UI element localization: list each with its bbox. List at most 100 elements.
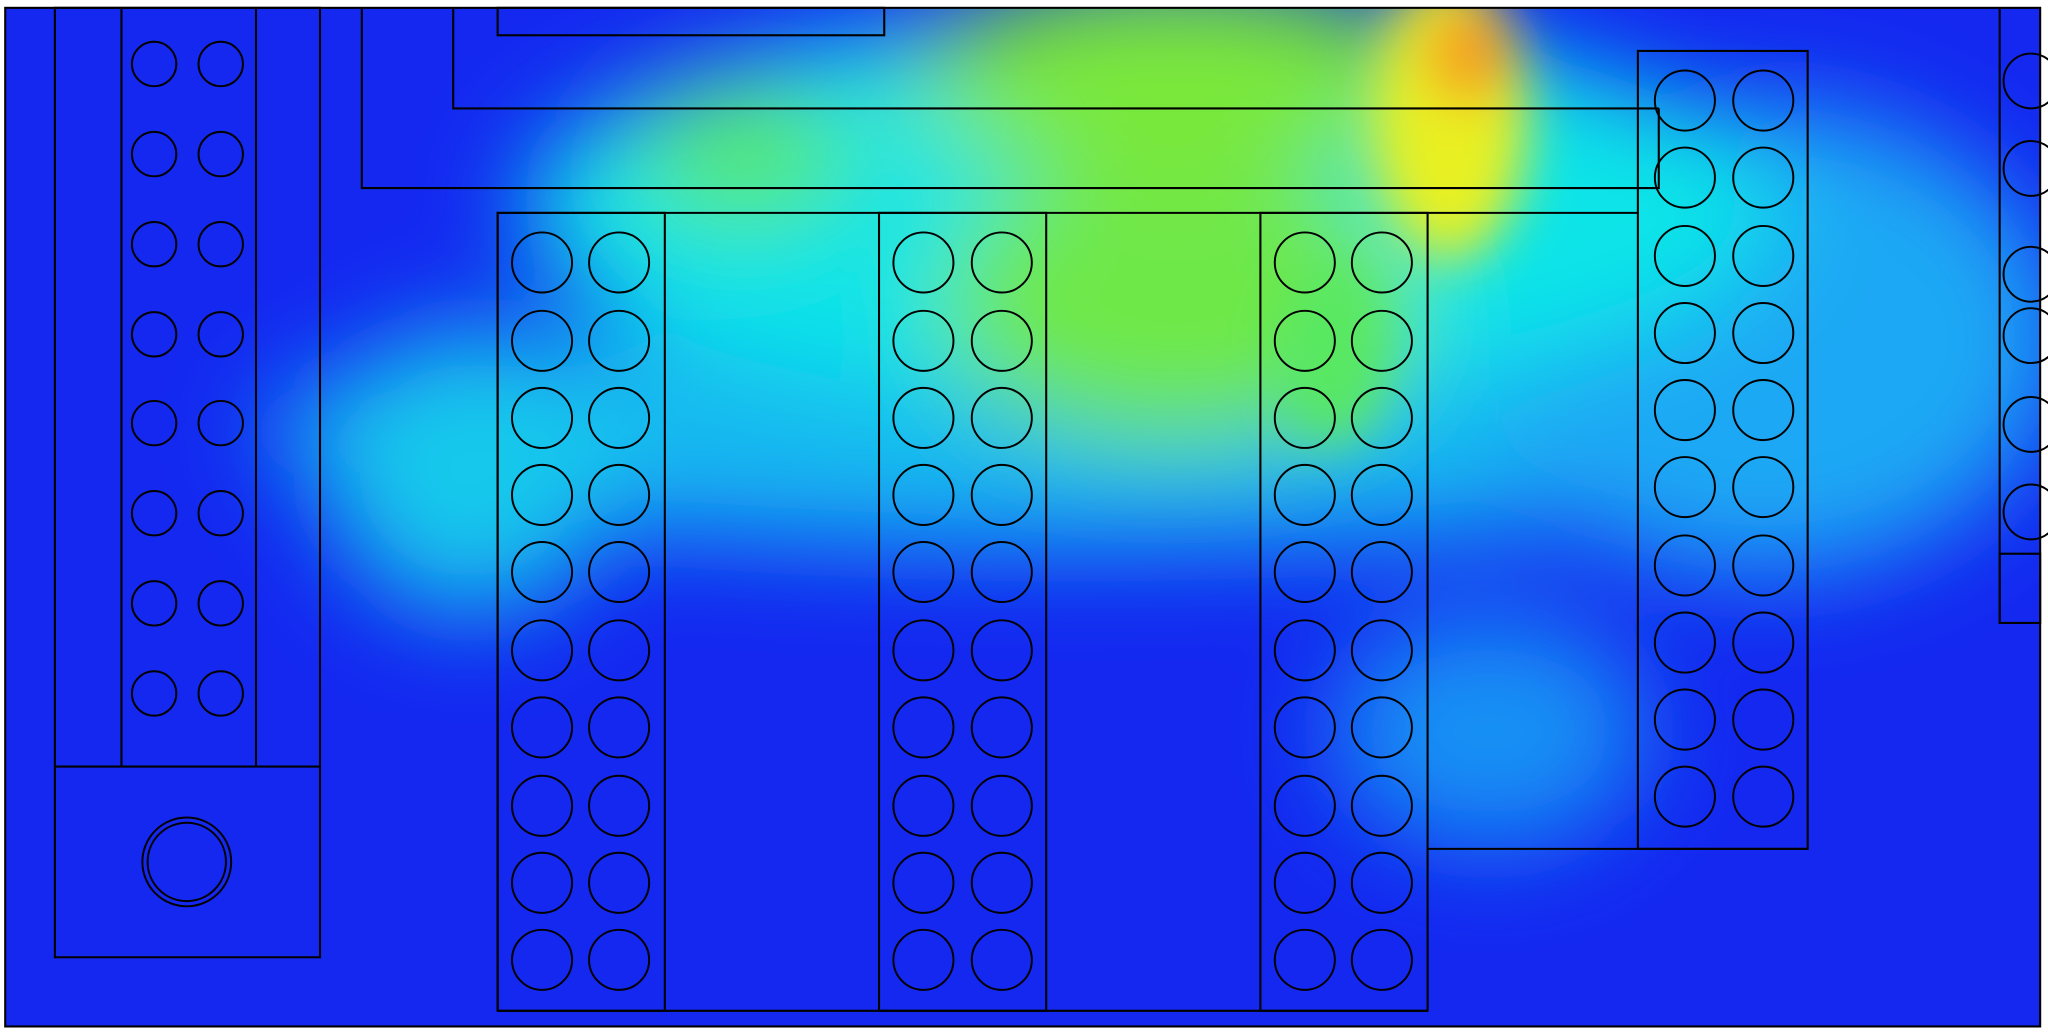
rack <box>496 211 666 1012</box>
fan <box>1350 619 1413 682</box>
fan <box>130 311 178 358</box>
fan <box>1732 146 1795 209</box>
fan <box>197 40 244 88</box>
fan <box>1273 309 1336 372</box>
fan <box>588 309 651 372</box>
fan <box>197 221 244 268</box>
fan <box>1273 851 1336 914</box>
fan <box>2002 396 2048 453</box>
fan <box>130 490 178 537</box>
fan <box>970 231 1033 294</box>
fan <box>588 540 651 604</box>
blob <box>326 326 614 614</box>
fan <box>970 309 1033 372</box>
fan <box>588 386 651 449</box>
fan <box>1653 301 1716 365</box>
fan <box>1653 224 1716 287</box>
fan <box>1350 928 1413 991</box>
fan <box>1732 456 1795 519</box>
fan <box>1732 224 1795 287</box>
fan <box>1350 851 1413 914</box>
fan <box>1732 379 1795 442</box>
fan <box>1732 688 1795 751</box>
blob <box>914 7 1437 183</box>
fan <box>130 399 178 447</box>
port <box>146 821 227 903</box>
fan <box>1273 386 1336 449</box>
fan <box>970 386 1033 449</box>
blob <box>1423 7 1516 105</box>
fan <box>588 231 651 294</box>
fan <box>511 774 574 837</box>
fan <box>1732 534 1795 597</box>
fan <box>1350 696 1413 759</box>
fan <box>2002 140 2048 197</box>
fan <box>197 399 244 447</box>
fan <box>1653 379 1716 442</box>
fan <box>970 463 1033 526</box>
fan <box>1653 69 1716 132</box>
fan <box>1653 688 1716 751</box>
fan <box>1273 696 1336 759</box>
rack <box>877 211 1048 1012</box>
fan <box>130 221 178 268</box>
fan <box>1350 463 1413 526</box>
fan <box>970 619 1033 682</box>
fans <box>130 40 2048 991</box>
fan <box>1732 69 1795 132</box>
fan <box>2002 245 2048 303</box>
duct <box>452 7 1659 110</box>
fan <box>1350 540 1413 604</box>
fan <box>970 540 1033 604</box>
fan <box>970 851 1033 914</box>
fan <box>511 386 574 449</box>
fan <box>130 40 178 88</box>
fan <box>511 619 574 682</box>
fan <box>197 311 244 358</box>
fan <box>1653 534 1716 597</box>
fan <box>1273 231 1336 294</box>
fan <box>2002 307 2048 365</box>
fan <box>970 928 1033 991</box>
fan <box>892 928 955 991</box>
fan <box>511 231 574 294</box>
fan <box>1273 619 1336 682</box>
fan <box>1273 928 1336 991</box>
fan <box>892 540 955 604</box>
fan <box>1653 765 1716 828</box>
fan <box>197 670 244 717</box>
fan <box>588 928 651 991</box>
fan <box>1350 231 1413 294</box>
fan <box>1273 540 1336 604</box>
fan <box>197 490 244 537</box>
fan <box>892 386 955 449</box>
fan <box>1732 301 1795 365</box>
fan <box>130 670 178 717</box>
fan <box>1350 774 1413 837</box>
fan <box>511 463 574 526</box>
fan <box>1653 456 1716 519</box>
fan <box>197 580 244 627</box>
fan <box>511 851 574 914</box>
fan <box>588 851 651 914</box>
fan <box>1350 386 1413 449</box>
fan <box>511 309 574 372</box>
fan <box>130 580 178 627</box>
fan <box>1273 774 1336 837</box>
fan <box>1350 309 1413 372</box>
fan <box>892 774 955 837</box>
fan <box>588 696 651 759</box>
fan <box>1273 463 1336 526</box>
rack <box>1259 211 1429 1012</box>
fan <box>1653 146 1716 209</box>
blob <box>1332 613 1646 849</box>
fan <box>2002 483 2048 541</box>
fan <box>970 696 1033 759</box>
blob <box>640 91 849 223</box>
fan <box>892 463 955 526</box>
fan <box>1653 611 1716 674</box>
border <box>4 6 2042 1028</box>
rack <box>1636 49 1809 850</box>
